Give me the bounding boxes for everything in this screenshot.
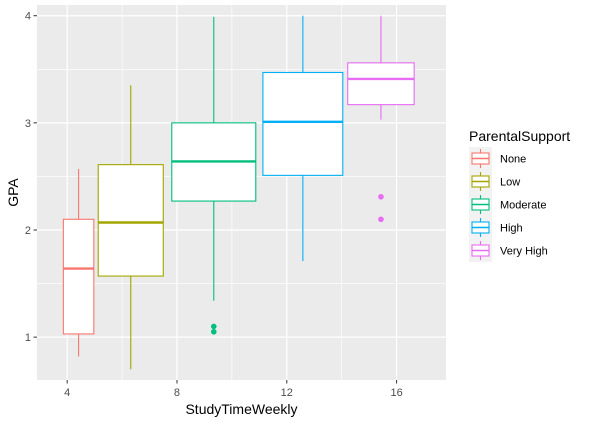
box-body xyxy=(347,62,415,106)
x-tick-label: 8 xyxy=(174,387,180,399)
legend-label: Low xyxy=(500,177,520,189)
legend-item-none: None xyxy=(469,147,526,170)
legend-label: None xyxy=(500,154,526,166)
boxes xyxy=(62,15,415,370)
box-low xyxy=(97,85,164,370)
y-tick-label: 1 xyxy=(25,332,31,344)
x-tick-label: 12 xyxy=(281,387,293,399)
box-body xyxy=(262,71,344,176)
legend-label: High xyxy=(500,223,523,235)
legend-item-high: High xyxy=(469,216,523,239)
x-axis: 4 8 12 16 xyxy=(64,380,403,399)
legend-label: Very High xyxy=(500,246,548,258)
x-tick-label: 4 xyxy=(64,387,70,399)
legend: ParentalSupport None Low Moderate High Very … xyxy=(469,128,570,262)
y-tick-label: 2 xyxy=(25,225,31,237)
legend-item-very-high: Very High xyxy=(469,239,548,262)
legend-item-moderate: Moderate xyxy=(469,193,546,216)
outlier-point xyxy=(210,323,217,330)
box-none xyxy=(62,168,95,357)
legend-title: ParentalSupport xyxy=(469,128,570,144)
y-tick-label: 3 xyxy=(25,118,31,130)
box-moderate xyxy=(171,16,257,335)
outlier-point xyxy=(378,216,384,223)
box-body xyxy=(62,218,95,335)
outlier-point xyxy=(210,328,217,335)
y-axis-title: GPA xyxy=(5,178,21,207)
box-body xyxy=(97,164,164,277)
legend-item-low: Low xyxy=(469,170,520,193)
box-high xyxy=(262,15,344,262)
outlier-point xyxy=(378,193,384,200)
legend-items: None Low Moderate High Very High xyxy=(469,147,548,262)
legend-label: Moderate xyxy=(500,200,546,212)
box-very-high xyxy=(347,15,415,223)
y-tick-label: 4 xyxy=(25,11,31,23)
x-axis-title: StudyTimeWeekly xyxy=(185,401,297,417)
x-tick-label: 16 xyxy=(390,387,402,399)
y-axis: 1 2 3 4 xyxy=(25,11,37,344)
